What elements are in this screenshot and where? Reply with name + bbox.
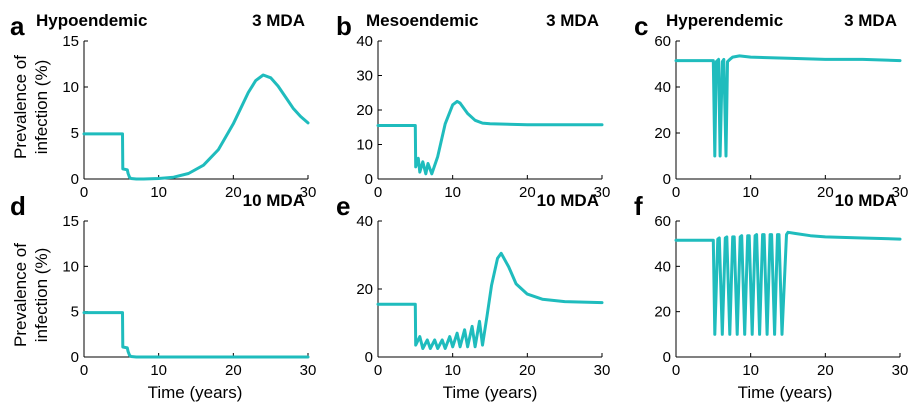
x-tick-label: 10 — [742, 362, 759, 379]
x-tick-label: 10 — [444, 184, 461, 201]
x-tick-label: 30 — [892, 184, 909, 201]
y-axis-label-line1: Prevalence of — [11, 55, 30, 159]
y-tick-label: 15 — [62, 213, 79, 230]
panel-subtitle: 10 MDA — [537, 191, 599, 210]
x-tick-label: 10 — [444, 362, 461, 379]
x-tick-label: 20 — [817, 362, 834, 379]
y-tick-label: 5 — [71, 125, 79, 142]
y-tick-label: 0 — [71, 349, 79, 366]
y-axis-label-line1: Prevalence of — [11, 243, 30, 347]
y-tick-label: 40 — [654, 79, 671, 96]
panel-letter: f — [634, 191, 643, 221]
y-tick-label: 15 — [62, 33, 79, 50]
x-tick-label: 0 — [672, 184, 680, 201]
panel-subtitle: 3 MDA — [844, 11, 897, 30]
panel-b: b Mesoendemic 3 MDA 0 10 20 30 40 0 10 20 30 — [336, 11, 610, 201]
y-tick-label: 60 — [654, 33, 671, 50]
y-axis-label-bottom: Prevalence of infection (%) — [11, 243, 51, 347]
x-tick-label: 30 — [594, 184, 611, 201]
panel-title: Hypoendemic — [36, 11, 147, 30]
y-tick-label: 0 — [663, 349, 671, 366]
y-tick-label: 20 — [356, 102, 373, 119]
panel-subtitle: 3 MDA — [252, 11, 305, 30]
x-tick-label: 0 — [80, 362, 88, 379]
x-tick-label: 20 — [519, 362, 536, 379]
y-tick-label: 40 — [356, 33, 373, 50]
panel-title: Mesoendemic — [366, 11, 478, 30]
panel-subtitle: 3 MDA — [546, 11, 599, 30]
x-tick-label: 30 — [300, 362, 317, 379]
y-tick-label: 10 — [356, 137, 373, 154]
panel-title: Hyperendemic — [666, 11, 783, 30]
panel-letter: a — [10, 11, 25, 41]
x-axis-label-middle: Time (years) — [443, 383, 538, 402]
panel-f: f 10 MDA 0 20 40 60 0 10 20 30 — [634, 191, 908, 379]
panel-a: a Hypoendemic 3 MDA 0 5 10 15 0 10 20 30 — [10, 11, 316, 201]
y-axis-label-line2: infection (%) — [32, 248, 51, 342]
y-tick-label: 20 — [654, 304, 671, 321]
series-line — [674, 230, 902, 336]
y-tick-label: 60 — [654, 213, 671, 230]
series-line — [376, 251, 604, 350]
y-tick-label: 40 — [654, 258, 671, 275]
x-tick-label: 0 — [374, 362, 382, 379]
y-tick-label: 20 — [356, 281, 373, 298]
y-axis-label-top: Prevalence of infection (%) — [11, 55, 51, 159]
x-tick-label: 10 — [742, 184, 759, 201]
panel-letter: c — [634, 11, 648, 41]
panel-subtitle: 10 MDA — [243, 191, 305, 210]
x-tick-label: 10 — [150, 184, 167, 201]
panel-d: d 10 MDA 0 5 10 15 0 10 20 30 — [10, 191, 316, 379]
y-tick-label: 5 — [71, 304, 79, 321]
panel-subtitle: 10 MDA — [835, 191, 897, 210]
panel-letter: d — [10, 191, 26, 221]
x-tick-label: 10 — [150, 362, 167, 379]
x-tick-label: 20 — [225, 362, 242, 379]
y-tick-label: 40 — [356, 213, 373, 230]
panel-letter: e — [336, 191, 350, 221]
x-tick-label: 0 — [80, 184, 88, 201]
x-axis-label-left: Time (years) — [148, 383, 243, 402]
y-tick-label: 30 — [356, 68, 373, 85]
panel-letter: b — [336, 11, 352, 41]
y-tick-label: 0 — [663, 171, 671, 188]
y-tick-label: 0 — [71, 171, 79, 188]
x-tick-label: 30 — [300, 184, 317, 201]
y-tick-label: 10 — [62, 258, 79, 275]
series-line — [82, 73, 310, 181]
x-tick-label: 0 — [374, 184, 382, 201]
y-tick-label: 20 — [654, 125, 671, 142]
x-tick-label: 30 — [892, 362, 909, 379]
x-tick-label: 20 — [519, 184, 536, 201]
x-tick-label: 30 — [594, 362, 611, 379]
series-line — [376, 99, 604, 176]
y-axis-label-line2: infection (%) — [32, 60, 51, 154]
series-line — [82, 311, 310, 359]
y-tick-label: 0 — [365, 171, 373, 188]
y-tick-label: 0 — [365, 349, 373, 366]
series-line — [674, 54, 902, 158]
x-axis-label-right: Time (years) — [738, 383, 833, 402]
panel-e: e 10 MDA 0 20 40 0 10 20 30 — [336, 191, 610, 379]
panel-c: c Hyperendemic 3 MDA 0 20 40 60 0 10 20 30 — [634, 11, 908, 201]
x-tick-label: 20 — [225, 184, 242, 201]
x-tick-label: 20 — [817, 184, 834, 201]
y-tick-label: 10 — [62, 79, 79, 96]
x-tick-label: 0 — [672, 362, 680, 379]
